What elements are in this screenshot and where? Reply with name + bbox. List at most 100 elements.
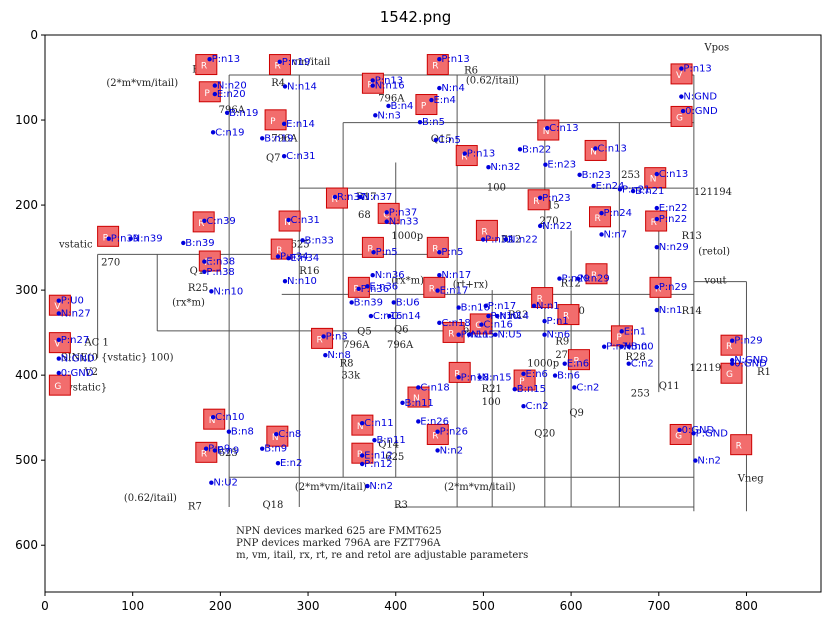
circuit-label: 121194 [694,187,732,198]
component-label: G [726,370,733,380]
circuit-label: vm/itail [291,57,330,68]
component-label: R [432,244,438,254]
node-dot [300,238,305,243]
component-marker: G [48,374,71,396]
component-label: R [591,271,597,281]
node-dot [466,332,472,337]
circuit-label: R13 [682,231,702,242]
circuit-label: 1000p [527,359,559,370]
node-dot [456,375,461,380]
component-box [670,63,693,85]
node-annotation: N:n10 [287,276,317,287]
component-label: R [274,62,280,72]
component-box [266,425,289,447]
node-dot [537,195,543,201]
component-label: R [317,335,323,345]
node-dot [531,303,537,309]
node-dot [359,461,365,467]
node-dot [552,373,558,378]
node-annotation: P:n10 [490,311,518,322]
circuit-label: (rt+rx) [453,280,488,291]
circuit-label: R28 [625,352,645,363]
circuit-label: Q9 [569,408,584,419]
component-label: N [413,394,420,404]
node-dot [56,370,61,376]
node-annotation: N:n22 [508,234,538,245]
node-dot [437,57,442,62]
node-annotation: P:n13 [212,54,240,65]
node-annotation: B:n6 [557,371,580,382]
component-marker: N [644,167,667,189]
circuit-label: 796A [219,105,246,116]
node-dot [654,216,659,222]
component-label: R [461,153,467,163]
node-dot [729,338,735,343]
component-label: R [595,214,601,224]
node-annotation: P:n37 [389,207,417,218]
component-marker: R [311,327,334,349]
component-box [455,145,478,167]
circuit-label: 253 [631,388,650,399]
component-box [527,189,550,211]
x-tick-label: 300 [297,599,320,613]
node-annotation: P:n19 [282,57,310,68]
circuit-label: R17 [356,192,376,203]
node-dot [729,358,735,363]
node-dot [456,305,461,310]
component-marker: C [377,202,400,224]
node-dot [274,432,279,437]
component-box [426,54,449,76]
component-marker: N [266,425,289,447]
node-annotation: P:n9 [208,444,230,455]
node-annotation: C:n39 [206,216,235,227]
node-annotation: N:n2 [440,445,464,456]
component-marker: N [407,386,430,408]
node-dot [365,483,370,489]
node-annotation: N:n0 [624,342,648,353]
circuit-label: (retol) [698,246,730,257]
component-label: R [204,258,210,268]
component-label: R [201,62,207,72]
node-dot [512,386,517,392]
node-annotation: E:n17 [440,286,469,297]
node-dot [429,97,434,103]
node-dot [416,385,421,390]
circuit-label: Q6 [394,325,409,336]
node-annotation: P:n11 [461,330,489,341]
node-annotation: N:n4 [441,83,465,94]
component-label: R [448,329,454,339]
node-annotation: E:n6 [526,369,548,380]
node-annotation: B:n19 [229,108,258,119]
node-annotation: N:n36 [375,270,405,281]
node-annotation: P:n38 [206,267,234,278]
node-annotation: P:n34 [280,252,308,263]
node-dot [128,236,133,241]
node-dot [181,240,186,246]
node-dot [562,361,567,366]
node-dot [356,286,361,292]
component-box [442,321,465,343]
node-annotation: N:U5 [497,330,522,341]
y-tick-label: 600 [15,538,38,552]
circuit-label: 270 [555,350,574,361]
node-dot [275,254,281,259]
component-marker: R [475,219,498,241]
circuit-label: R3 [394,500,408,511]
component-label: R [276,246,282,256]
node-annotation: P:n36 [361,284,389,295]
component-box [531,287,554,309]
node-dot [387,313,392,319]
node-annotation: N:n1 [536,301,560,312]
node-annotation: C:n5 [438,135,461,146]
node-dot [680,108,686,114]
component-label: N [650,175,657,185]
circuit-label: 253 [621,170,640,181]
node-annotation: P:n26 [440,427,468,438]
node-annotation: P:GND [696,428,729,439]
node-annotation: 0:GND [61,368,94,379]
component-marker: R [567,349,590,371]
node-dot [202,259,207,264]
node-annotation: E:n14 [286,119,315,130]
node-annotation: N:n1 [659,305,683,316]
